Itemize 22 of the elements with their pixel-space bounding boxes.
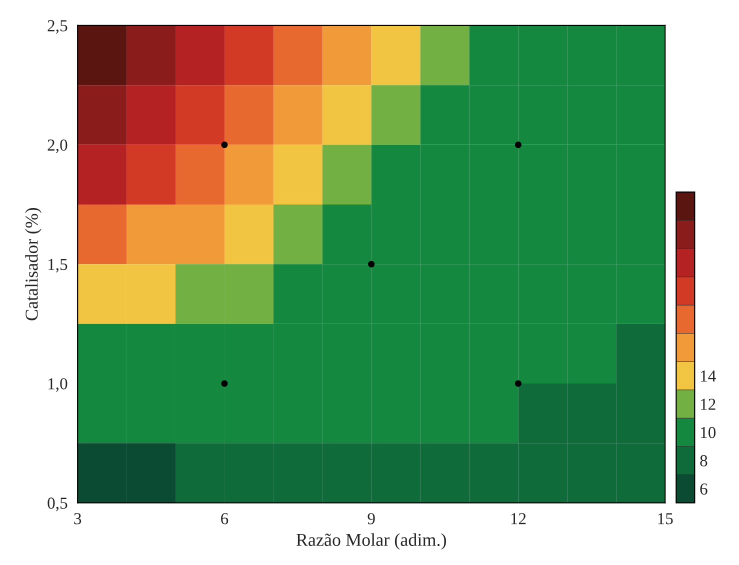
color-bar-label: 8 (700, 455, 708, 466)
color-bar-label: 6 (700, 483, 708, 495)
y-tick-label: 0,5 (48, 498, 68, 512)
x-axis-title: Razão Molar (adim.) (296, 533, 446, 550)
color-bar-label: 10 (700, 426, 716, 438)
y-tick-label: 2,5 (48, 20, 68, 34)
x-tick-label: 15 (658, 513, 673, 524)
x-tick-label: 12 (511, 513, 526, 524)
y-tick-label: 2,0 (48, 139, 68, 154)
point (368, 260, 375, 268)
y-tick-label: 1,0 (48, 378, 68, 392)
y-tick-label: 1,5 (48, 258, 68, 272)
x-tick-label: 6 (221, 513, 228, 524)
point (221, 380, 228, 387)
x-tick-label: 3 (74, 513, 82, 524)
color-bar-label: 14 (700, 370, 716, 382)
y-axis-title: Catalisador (%) (25, 208, 42, 320)
x-tick-label: 9 (368, 513, 375, 524)
point (514, 141, 522, 148)
point (514, 380, 522, 387)
point (221, 141, 228, 148)
color-bar-label: 12 (700, 398, 716, 410)
